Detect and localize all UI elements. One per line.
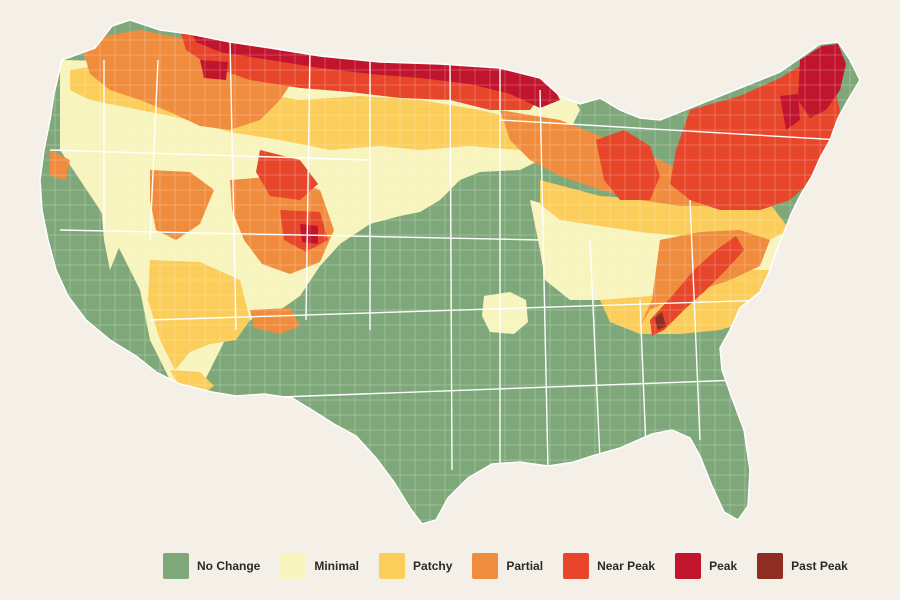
legend-item-no-change: No Change [163,553,260,579]
legend-label-partial: Partial [506,559,544,573]
legend-item-past-peak: Past Peak [757,553,848,579]
colorado-peak [300,224,318,244]
legend-swatch-near-peak [563,553,590,579]
northern-maine-region [798,44,846,118]
nm-partial [250,308,300,334]
appalachians-region [650,236,744,336]
idaho-peak [200,60,228,80]
legend-swatch-past-peak [757,553,784,579]
legend-item-patchy: Patchy [379,553,452,579]
legend-swatch-no-change [163,553,189,579]
us-outline [39,19,861,525]
legend-item-minimal: Minimal [280,553,359,579]
legend-item-peak: Peak [675,553,737,579]
state-borders [49,39,841,471]
legend-swatch-partial [472,553,499,579]
legend-item-near-peak: Near Peak [563,553,655,579]
legend-swatch-peak [675,553,702,579]
foliage-map [39,19,861,525]
legend-label-patchy: Patchy [413,559,453,573]
nevada-minimal [100,110,160,270]
legend-swatch-patchy [379,553,406,579]
legend-swatch-minimal [280,553,307,579]
legend-item-partial: Partial [472,553,543,579]
legend-label-peak: Peak [709,559,738,573]
michigan-region [596,130,660,200]
utah-partial [150,170,214,240]
wyoming-near-peak [256,150,318,200]
illinois-pocket-region [482,292,528,334]
legend: No Change Minimal Patchy Partial Near Pe… [163,553,848,579]
four-corners-region [148,260,250,370]
ny-near-peak [680,156,750,196]
legend-label-minimal: Minimal [314,559,360,573]
us-foliage-map-svg [39,19,861,525]
great-lakes-patchy [540,180,790,244]
legend-label-near-peak: Near Peak [597,559,656,573]
legend-label-no-change: No Change [197,559,261,573]
wa-partial [50,150,70,180]
legend-label-past-peak: Past Peak [791,559,848,573]
vermont-peak [780,94,800,130]
tn-past-peak [654,312,666,330]
